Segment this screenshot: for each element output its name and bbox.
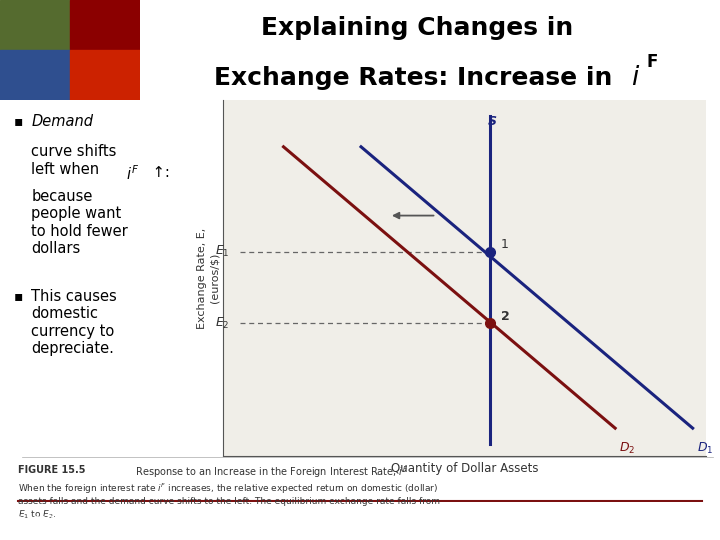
Text: 15-6: 15-6 (660, 514, 698, 529)
Text: When the foreign interest rate $i^F$ increases, the relative expected return on : When the foreign interest rate $i^F$ inc… (18, 482, 440, 521)
Text: S: S (488, 115, 497, 128)
Text: Demand: Demand (31, 114, 94, 129)
Text: $i^F$: $i^F$ (126, 165, 140, 184)
Text: Response to an Increase in the Foreign Interest Rate, $i^F$: Response to an Increase in the Foreign I… (126, 464, 408, 481)
Text: because
people want
to hold fewer
dollars: because people want to hold fewer dollar… (31, 189, 128, 256)
Text: This causes
domestic
currency to
depreciate.: This causes domestic currency to depreci… (31, 289, 117, 356)
Text: $D_2$: $D_2$ (619, 441, 636, 456)
X-axis label: Quantity of Dollar Assets: Quantity of Dollar Assets (391, 462, 538, 475)
Text: FIGURE 15.5: FIGURE 15.5 (18, 464, 86, 475)
Text: $D_1$: $D_1$ (697, 441, 714, 456)
Text: $E_1$: $E_1$ (215, 244, 230, 259)
Text: 1: 1 (501, 238, 509, 252)
Text: ▪: ▪ (14, 289, 23, 303)
Text: 2: 2 (501, 310, 510, 323)
Text: ↑:: ↑: (148, 165, 171, 180)
Y-axis label: Exchange Rate, E,
(euros/$): Exchange Rate, E, (euros/$) (197, 227, 219, 329)
Bar (71, 0, 140, 50)
Text: © 2012 Pearson Prentice Hall. All rights reserved.: © 2012 Pearson Prentice Hall. All rights… (14, 516, 274, 526)
Bar (71, 50, 140, 100)
Text: curve shifts
left when: curve shifts left when (31, 145, 117, 177)
Text: F: F (647, 53, 658, 71)
Text: ▪: ▪ (14, 114, 23, 128)
Text: $\mathit{i}$: $\mathit{i}$ (631, 65, 640, 91)
Bar (0, 0, 71, 50)
Text: $E_2$: $E_2$ (215, 316, 230, 331)
Bar (0, 50, 71, 100)
Text: Exchange Rates: Increase in: Exchange Rates: Increase in (214, 66, 621, 90)
Text: Explaining Changes in: Explaining Changes in (261, 16, 574, 40)
